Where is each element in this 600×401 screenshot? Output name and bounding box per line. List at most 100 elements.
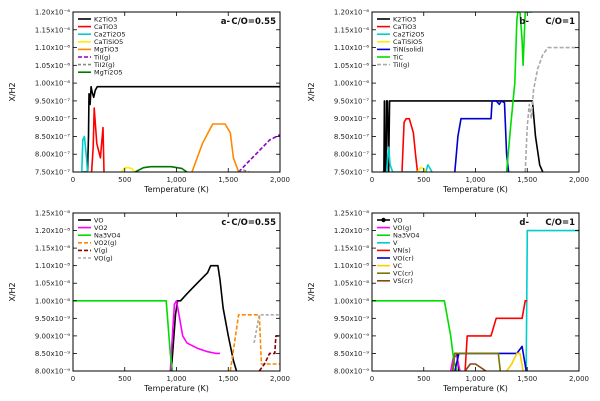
y-tick-label: 1.10x10⁻⁶ [35, 44, 70, 52]
y-axis-label: X/H2 [8, 82, 17, 101]
legend-label: VC(cr) [393, 270, 413, 278]
series-line-2 [73, 299, 174, 371]
series-line-3 [229, 313, 280, 371]
x-tick-label: 0 [71, 176, 75, 184]
legend-label: VO(g) [393, 224, 412, 232]
legend-label: TiI(g) [93, 53, 111, 61]
series-line-5 [238, 133, 280, 172]
panel-b: 0 500 1,000 1,500 2,000 7.50x10⁻⁷ 8.00x10⁻⁷ 8.5… [307, 9, 589, 195]
legend-label: VO2(g) [94, 239, 117, 247]
series-line-5 [505, 12, 533, 172]
y-tick-label: 1.10x10⁻⁸ [35, 262, 70, 270]
legend-label: Ca2Ti2O5 [393, 31, 425, 39]
x-tick-label: 1,500 [517, 375, 537, 383]
panel-label: b- [519, 17, 529, 27]
x-tick-label: 500 [417, 176, 430, 184]
series-line-8 [464, 363, 487, 371]
legend-label: VO [94, 216, 103, 224]
y-tick-label: 1.20x10⁻⁸ [334, 227, 369, 235]
series-line-3 [525, 229, 579, 371]
y-tick-label: 1.05x10⁻⁶ [35, 62, 70, 70]
x-axis-label: Temperature (K) [442, 384, 508, 393]
y-tick-label: 1.15x10⁻⁶ [35, 26, 70, 34]
series-line-0 [382, 100, 544, 172]
y-tick-label: 1.05x10⁻⁶ [334, 62, 369, 70]
y-tick-label: 1.00x10⁻⁸ [35, 297, 70, 305]
legend-label: MgTiO3 [94, 46, 119, 54]
y-axis-label: X/H2 [8, 282, 17, 301]
y-tick-label: 1.15x10⁻⁸ [334, 245, 369, 253]
series-line-1 [169, 299, 220, 371]
x-tick-label: 0 [370, 176, 374, 184]
x-tick-label: 1,000 [166, 375, 186, 383]
legend-label: V [393, 239, 398, 247]
panel-title: C/O=0.55 [231, 17, 276, 27]
y-tick-label: 7.50x10⁻⁷ [334, 169, 369, 177]
y-tick-label: 8.50x10⁻⁷ [35, 133, 70, 141]
panel-label: c- [221, 218, 230, 228]
series-group [382, 12, 579, 172]
panel-c: 0 500 1,000 1,500 2,000 8.00x10⁻⁹ 8.50x10⁻⁹ 9.0… [8, 210, 290, 394]
series-line-7 [134, 165, 188, 172]
legend-label: MgTi2O5 [94, 69, 123, 77]
x-tick-label: 1,500 [517, 176, 537, 184]
x-axis-label: Temperature (K) [143, 384, 209, 393]
legend-label: TiC [392, 53, 404, 61]
x-tick-label: 0 [71, 375, 75, 383]
legend-label: Ca2Ti2O5 [94, 31, 126, 39]
series-line-7 [451, 352, 502, 371]
x-tick-label: 1,000 [465, 176, 485, 184]
y-tick-label: 8.50x10⁻⁹ [35, 350, 70, 358]
y-tick-label: 9.50x10⁻⁹ [334, 315, 369, 323]
series-group [73, 264, 280, 371]
y-tick-label: 9.50x10⁻⁷ [35, 97, 70, 105]
legend-label: VO2 [94, 224, 108, 232]
x-tick-label: 2,000 [569, 375, 589, 383]
y-tick-label: 8.00x10⁻⁷ [334, 151, 369, 159]
y-tick-label: 1.05x10⁻⁸ [35, 280, 70, 288]
y-tick-label: 1.00x10⁻⁶ [35, 80, 70, 88]
legend-label: Na3VO4 [393, 232, 420, 240]
series-line-3 [416, 166, 427, 172]
series-line-2 [385, 146, 433, 172]
series-line-3 [120, 166, 135, 172]
y-tick-label: 9.00x10⁻⁹ [334, 332, 369, 340]
y-tick-label: 1.15x10⁻⁸ [35, 245, 70, 253]
x-axis-label: Temperature (K) [143, 185, 209, 194]
x-tick-label: 2,000 [569, 176, 589, 184]
series-line-6 [238, 169, 250, 172]
y-tick-label: 1.20x10⁻⁶ [35, 9, 70, 17]
series-group [372, 229, 579, 371]
x-tick-label: 2,000 [270, 375, 290, 383]
series-line-1 [449, 354, 461, 371]
x-tick-label: 500 [118, 375, 131, 383]
y-tick-label: 8.50x10⁻⁷ [334, 133, 369, 141]
x-tick-label: 500 [118, 176, 131, 184]
series-line-5 [253, 313, 280, 344]
y-tick-label: 7.50x10⁻⁷ [35, 169, 70, 177]
panel-label: d- [519, 218, 529, 228]
legend-label: Na3VO4 [94, 232, 121, 240]
y-tick-label: 1.05x10⁻⁸ [334, 280, 369, 288]
y-axis-label: X/H2 [307, 82, 316, 101]
y-tick-label: 1.10x10⁻⁶ [334, 44, 369, 52]
series-line-1 [401, 117, 419, 172]
series-group [81, 85, 280, 172]
legend-label: K2TiO3 [94, 15, 117, 23]
legend-label: CaTiO3 [94, 23, 117, 31]
panel-label: a- [221, 17, 231, 27]
x-tick-label: 1,000 [166, 176, 186, 184]
y-tick-label: 9.00x10⁻⁷ [334, 115, 369, 123]
x-axis-label: Temperature (K) [442, 185, 508, 194]
series-line-4 [464, 299, 528, 371]
legend-label: VO(g) [94, 254, 113, 262]
legend-label: VS(cr) [393, 277, 413, 285]
y-tick-label: 9.50x10⁻⁷ [334, 97, 369, 105]
panel-title: C/O=0.55 [231, 218, 276, 228]
y-axis-label: X/H2 [307, 282, 316, 301]
y-tick-label: 1.25x10⁻⁸ [35, 210, 70, 218]
y-tick-label: 8.00x10⁻⁹ [35, 368, 70, 376]
series-line-6 [524, 46, 579, 172]
x-tick-label: 1,000 [465, 375, 485, 383]
